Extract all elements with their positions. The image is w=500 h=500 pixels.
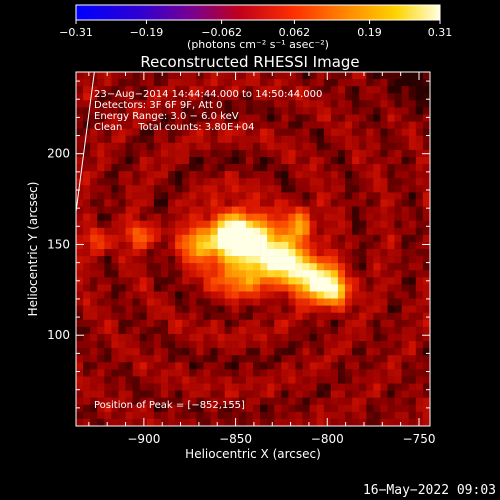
x-axis-tick-labels: −900 −850 −800 −750 xyxy=(127,432,435,446)
colorbar-tick-label: 0.19 xyxy=(357,26,382,39)
x-axis-tick-label: −850 xyxy=(219,432,252,446)
y-axis-tick-label: 150 xyxy=(47,237,70,251)
colorbar-tick-label: 0.062 xyxy=(279,26,311,39)
info-line-energy: Energy Range: 3.0 − 6.0 keV xyxy=(94,111,239,122)
colorbar-tick-label: −0.19 xyxy=(130,26,164,39)
colorbar xyxy=(75,4,441,21)
info-line-detectors: Detectors: 3F 6F 9F, Att 0 xyxy=(94,100,222,111)
footer-timestamp: 16−May−2022 09:03 xyxy=(362,483,496,498)
info-line-time: 23−Aug−2014 14:44:44.000 to 14:50:44.000 xyxy=(94,89,322,100)
solar-limb-line xyxy=(76,72,95,212)
plot-frame xyxy=(75,71,431,427)
colorbar-tick-label: 0.31 xyxy=(428,26,453,39)
chart-title: Reconstructed RHESSI Image xyxy=(140,53,359,71)
colorbar-tick-labels: −0.31 −0.19 −0.062 0.062 0.19 0.31 xyxy=(59,26,452,39)
info-block: 23−Aug−2014 14:44:44.000 to 14:50:44.000… xyxy=(94,89,322,133)
x-axis-tick-label: −750 xyxy=(403,432,436,446)
x-axis-ticks xyxy=(88,72,420,426)
y-axis-tick-label: 100 xyxy=(47,328,70,342)
y-axis-tick-label: 200 xyxy=(47,147,70,161)
x-axis-label: Heliocentric X (arcsec) xyxy=(185,447,321,461)
y-axis-ticks xyxy=(76,80,430,409)
heatmap-image xyxy=(76,72,430,426)
colorbar-tick-label: −0.31 xyxy=(59,26,93,39)
colorbar-tick-label: −0.062 xyxy=(201,26,242,39)
x-axis-tick-label: −800 xyxy=(311,432,344,446)
info-line-clean: Clean Total counts: 3.80E+04 xyxy=(94,122,254,133)
x-axis-tick-label: −900 xyxy=(127,432,160,446)
y-axis-tick-labels: 100 150 200 xyxy=(47,147,70,343)
colorbar-ticks xyxy=(75,20,441,24)
colorbar-units: (photons cm⁻² s⁻¹ asec⁻²) xyxy=(187,38,329,51)
y-axis-label: Heliocentric Y (arcsec) xyxy=(26,182,40,317)
peak-position-label: Position of Peak = [−852,155] xyxy=(94,400,245,411)
